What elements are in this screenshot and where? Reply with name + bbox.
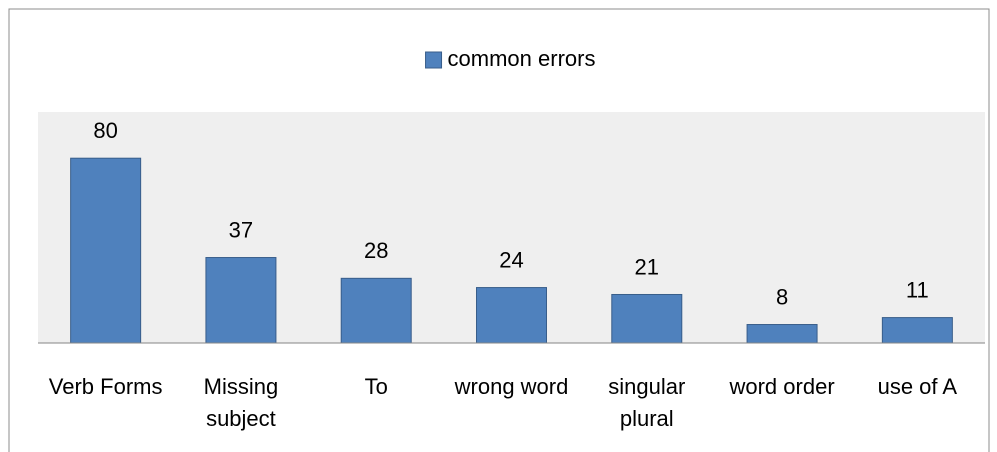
legend-swatch — [425, 51, 443, 69]
bar — [476, 287, 547, 344]
bar — [205, 257, 277, 344]
x-tick-label: wrong word — [454, 374, 569, 399]
value-label: 8 — [776, 284, 788, 309]
value-label: 21 — [635, 254, 659, 279]
bar — [340, 277, 412, 344]
value-label: 11 — [906, 277, 929, 302]
value-label: 24 — [499, 247, 523, 272]
x-tick-label: use of A — [877, 374, 958, 399]
x-tick-label: word order — [729, 374, 835, 399]
x-tick-label: singular plural — [608, 374, 686, 431]
x-tick-label: Verb Forms — [48, 374, 163, 399]
value-label: 80 — [93, 118, 117, 143]
legend-label: common errors — [448, 46, 596, 71]
value-label: 28 — [364, 238, 388, 263]
value-label: 37 — [229, 217, 253, 242]
bar — [70, 157, 142, 344]
x-tick-label: Missing subject — [203, 374, 279, 431]
bar — [881, 317, 953, 344]
bar — [746, 324, 818, 344]
bar — [611, 293, 683, 344]
x-tick-label: To — [364, 374, 388, 399]
